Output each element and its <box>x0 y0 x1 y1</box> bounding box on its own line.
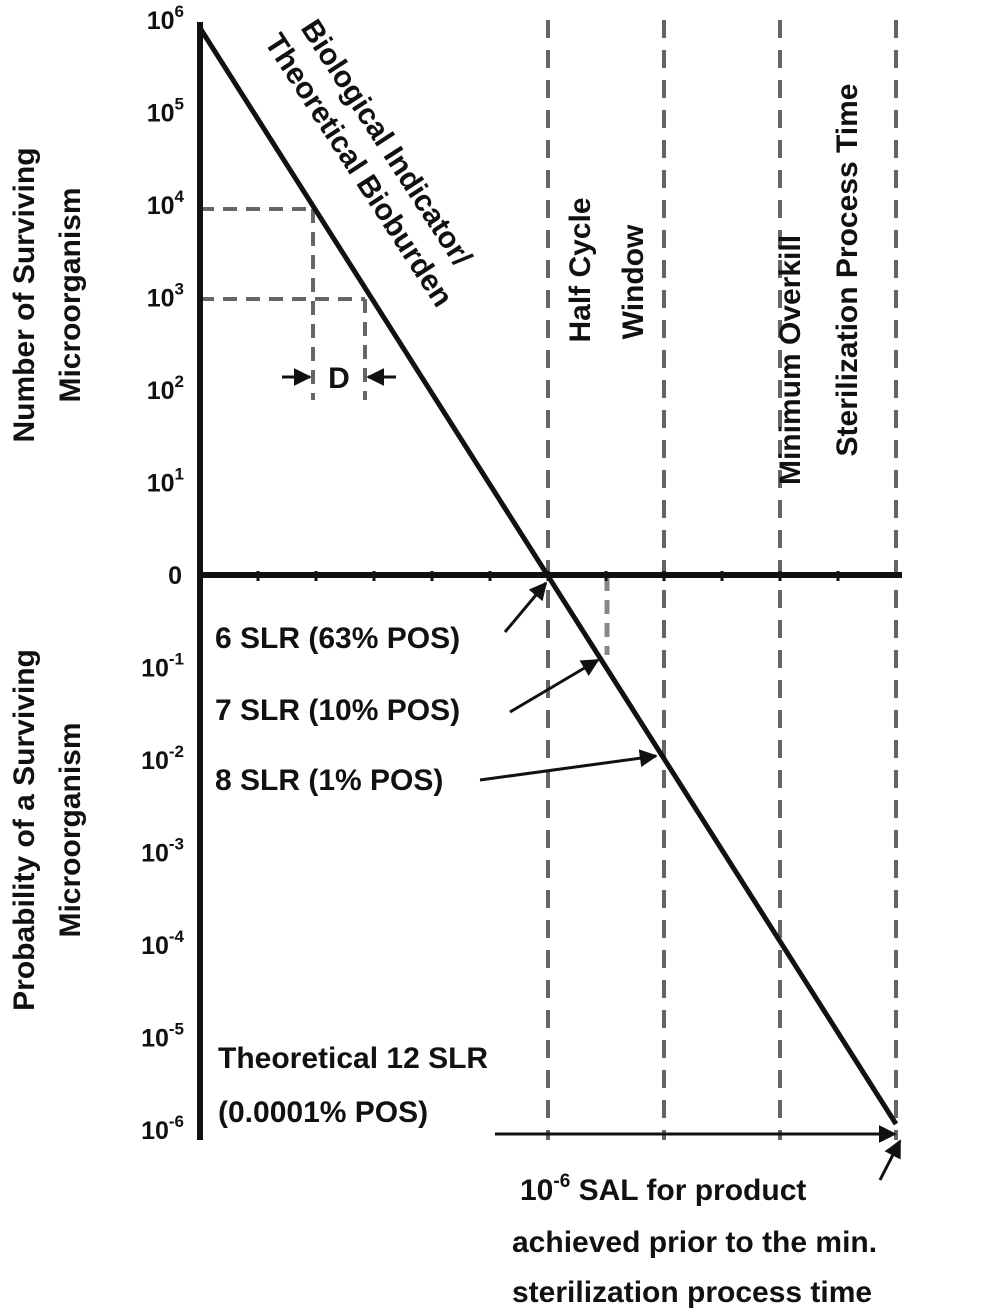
lower-tick--3-exponent: -3 <box>169 835 184 854</box>
upper-tick-4-base: 10 <box>147 192 175 220</box>
lower-tick--1: 10-1 <box>141 650 184 683</box>
lower-tick--6-base: 10 <box>141 1117 169 1145</box>
sal-label-line1: 10-6 SAL for product <box>520 1171 806 1207</box>
lower-tick--5: 10-5 <box>141 1020 184 1053</box>
slr12-label-line1: Theoretical 12 SLR <box>218 1042 488 1075</box>
lower-tick--4: 10-4 <box>141 927 184 960</box>
slr8-annotation: 8 SLR (1% POS) <box>215 749 658 797</box>
upper-axis-label: Number of Surviving Microorganism <box>8 147 87 442</box>
lower-tick--5-base: 10 <box>141 1025 169 1053</box>
lower-tick--3-base: 10 <box>141 840 169 868</box>
upper-tick-3: 103 <box>147 280 184 313</box>
slr12-annotation: Theoretical 12 SLR (0.0001% POS) <box>218 1042 897 1143</box>
half-cycle-label: Half Cycle Window <box>564 197 650 342</box>
upper-tick-4-exponent: 4 <box>175 187 185 206</box>
vertical-markers <box>546 20 898 1140</box>
lower-axis-label-line1: Probability of a Surviving <box>8 649 41 1011</box>
min-overkill-label-line1: Minimum Overkill <box>774 235 807 485</box>
half-cycle-label-line1: Half Cycle <box>564 197 597 342</box>
upper-tick-1: 101 <box>147 465 184 498</box>
upper-tick-6-exponent: 6 <box>175 2 184 21</box>
slr7-annotation: 7 SLR (10% POS) <box>215 658 600 727</box>
slr6-annotation: 6 SLR (63% POS) <box>215 581 548 655</box>
upper-tick-5-base: 10 <box>147 100 175 128</box>
slr8-label: 8 SLR (1% POS) <box>215 764 443 797</box>
slr12-label-line2: (0.0001% POS) <box>218 1096 428 1129</box>
sal-suffix: SAL for product <box>570 1174 806 1207</box>
upper-tick-6: 106 <box>147 2 184 35</box>
upper-tick-3-base: 10 <box>147 285 175 313</box>
slr8-arrow <box>479 749 658 782</box>
sal-label-line2: achieved prior to the min. <box>512 1226 877 1259</box>
upper-tick-2-base: 10 <box>147 377 175 405</box>
upper-tick-3-exponent: 3 <box>175 280 184 299</box>
upper-tick-6-base: 10 <box>147 7 175 35</box>
upper-tick-5-exponent: 5 <box>175 95 184 114</box>
upper-tick-2-exponent: 2 <box>175 372 184 391</box>
lower-axis-label-line2: Microorganism <box>54 722 87 937</box>
sal-superscript: -6 <box>553 1171 570 1192</box>
sal-arrow <box>878 1139 902 1181</box>
sal-annotation: 10-6 SAL for product achieved prior to t… <box>512 1139 902 1309</box>
y-tick-labels: 106105104103102101010-110-210-310-410-51… <box>141 2 184 1145</box>
slr7-arrow <box>509 658 600 714</box>
kill-curve-label: Biological Indicator/ Theoretical Biobur… <box>258 14 478 313</box>
lower-tick--2-base: 10 <box>141 747 169 775</box>
sal-label-line3: sterilization process time <box>512 1276 872 1309</box>
lower-tick--1-base: 10 <box>141 655 169 683</box>
lower-tick--6: 10-6 <box>141 1112 184 1145</box>
upper-axis-label-line2: Microorganism <box>54 187 87 402</box>
lower-tick--5-exponent: -5 <box>169 1020 184 1039</box>
sal-prefix: 10 <box>520 1174 553 1207</box>
lower-tick--4-exponent: -4 <box>169 927 185 946</box>
half-cycle-label-line2: Window <box>617 224 650 339</box>
lower-tick--1-exponent: -1 <box>169 650 184 669</box>
upper-tick-4: 104 <box>147 187 185 220</box>
min-overkill-label: Minimum Overkill Sterilization Process T… <box>774 84 864 486</box>
zero-axis-ticks <box>256 571 840 581</box>
upper-tick-1-exponent: 1 <box>175 465 184 484</box>
slr6-arrow <box>503 581 548 633</box>
upper-tick-5: 105 <box>147 95 184 128</box>
lower-tick--6-exponent: -6 <box>169 1112 184 1131</box>
lower-tick--3: 10-3 <box>141 835 184 868</box>
lower-tick--2: 10-2 <box>141 742 184 775</box>
upper-tick-0: 0 <box>168 562 182 590</box>
kill-curve-line <box>197 26 899 1126</box>
d-value-label: D <box>328 362 350 395</box>
slr6-label: 6 SLR (63% POS) <box>215 622 460 655</box>
lower-tick--2-exponent: -2 <box>169 742 184 761</box>
d-value-guides: D <box>200 207 396 400</box>
lower-axis-label: Probability of a Surviving Microorganism <box>8 649 87 1011</box>
upper-tick-2: 102 <box>147 372 184 405</box>
upper-tick-1-base: 10 <box>147 470 175 498</box>
slr7-label: 7 SLR (10% POS) <box>215 694 460 727</box>
lower-tick--4-base: 10 <box>141 932 169 960</box>
min-overkill-label-line2: Sterilization Process Time <box>831 84 864 457</box>
upper-axis-label-line1: Number of Surviving <box>8 147 41 442</box>
